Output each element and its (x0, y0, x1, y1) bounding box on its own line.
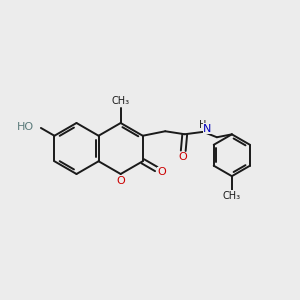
Text: H: H (199, 120, 206, 130)
Text: O: O (178, 152, 187, 162)
Text: HO: HO (16, 122, 34, 132)
Text: CH₃: CH₃ (223, 191, 241, 201)
Text: CH₃: CH₃ (112, 96, 130, 106)
Text: O: O (157, 167, 166, 177)
Text: N: N (203, 124, 212, 134)
Text: O: O (116, 176, 125, 186)
